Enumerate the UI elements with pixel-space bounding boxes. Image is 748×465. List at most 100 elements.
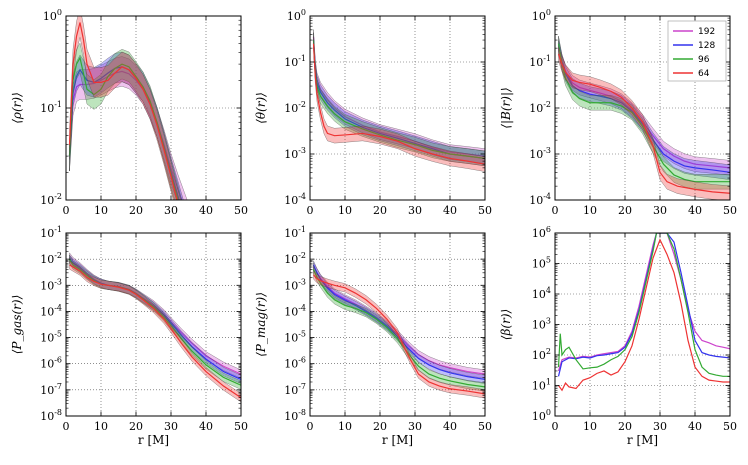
band-64 [69, 16, 181, 200]
x-tick-label: 20 [129, 420, 143, 433]
x-tick-label: 20 [618, 204, 632, 217]
y-tick-label: 10-2 [40, 251, 62, 266]
x-tick-label: 10 [338, 204, 352, 217]
y-tick-base: 10 [284, 384, 298, 397]
y-tick-exponent: 3 [546, 317, 551, 326]
series-line-128 [557, 233, 730, 377]
y-tick-base: 10 [284, 358, 298, 371]
series-line-64 [69, 264, 241, 399]
series-line-128 [312, 264, 485, 381]
y-tick-base: 10 [284, 410, 298, 423]
x-tick-label: 0 [63, 420, 70, 433]
y-tick-base: 10 [532, 380, 546, 393]
y-tick-label: 100 [43, 8, 62, 23]
y-tick-exponent: -2 [543, 100, 551, 109]
x-tick-label: 20 [618, 420, 632, 433]
y-tick-exponent: -5 [54, 330, 62, 339]
series-line-192 [557, 48, 730, 169]
x-tick-label: 20 [373, 420, 387, 433]
y-axis-label: ⟨θ(r)⟩ [254, 92, 268, 124]
x-tick-label: 0 [307, 420, 314, 433]
y-tick-base: 10 [284, 253, 298, 266]
minor-ticks [555, 234, 730, 408]
y-tick-label: 10-4 [40, 303, 62, 318]
x-tick-label: 30 [653, 204, 667, 217]
series-line-64 [557, 53, 730, 194]
y-tick-exponent: -1 [54, 225, 62, 234]
series-line-96 [557, 43, 730, 183]
series-line-64 [312, 43, 485, 165]
x-tick-label: 50 [478, 204, 492, 217]
series-line-96 [557, 233, 730, 377]
x-tick-label: 40 [443, 204, 457, 217]
x-axis-label: r [M] [382, 433, 413, 447]
y-tick-exponent: -2 [54, 192, 62, 201]
band-96 [558, 36, 730, 190]
y-tick-base: 10 [40, 410, 54, 423]
minor-ticks [66, 233, 241, 409]
x-tick-label: 50 [478, 420, 492, 433]
band-64 [558, 46, 730, 200]
x-tick-label: 0 [307, 204, 314, 217]
x-tick-label: 10 [583, 204, 597, 217]
y-tick-exponent: -2 [298, 100, 306, 109]
x-tick-label: 50 [234, 420, 248, 433]
y-axis-label: ⟨β(r)⟩ [499, 309, 513, 340]
legend-label-96: 96 [698, 55, 710, 65]
y-tick-exponent: -3 [54, 277, 62, 286]
y-tick-base: 10 [532, 319, 546, 332]
y-tick-exponent: -4 [298, 192, 306, 201]
y-tick-label: 10-5 [40, 330, 62, 345]
y-tick-label: 10-3 [284, 146, 306, 161]
y-tick-label: 101 [532, 378, 551, 393]
x-tick-label: 40 [688, 204, 702, 217]
y-tick-base: 10 [284, 148, 298, 161]
x-axis-label: r [M] [627, 433, 658, 447]
x-tick-label: 40 [443, 420, 457, 433]
band-64 [69, 260, 241, 403]
y-tick-base: 10 [529, 148, 543, 161]
panel-Pgas: 10-810-710-610-510-410-310-210-10 10 20 30 4… [10, 225, 248, 447]
series-line-192 [68, 70, 183, 200]
y-tick-label: 10-3 [529, 146, 551, 161]
y-tick-base: 10 [529, 102, 543, 115]
minor-ticks [555, 17, 730, 187]
band-192 [69, 252, 241, 379]
y-tick-exponent: -4 [543, 192, 551, 201]
grid [66, 233, 241, 416]
band-192 [558, 40, 730, 176]
series-line-64 [68, 22, 178, 200]
y-tick-base: 10 [284, 102, 298, 115]
y-axis-label: ⟨P_mag(r)⟩ [254, 292, 268, 357]
y-tick-label: 10-5 [284, 330, 306, 345]
band-192 [69, 56, 188, 200]
x-tick-label: 0 [552, 420, 559, 433]
y-tick-base: 10 [284, 194, 298, 207]
x-tick-label: 10 [94, 420, 108, 433]
y-tick-exponent: -2 [54, 251, 62, 260]
y-tick-base: 10 [284, 227, 298, 240]
y-tick-exponent: -1 [54, 100, 62, 109]
y-tick-base: 10 [40, 384, 54, 397]
y-tick-base: 10 [532, 349, 546, 362]
y-tick-base: 10 [40, 279, 54, 292]
x-tick-label: 10 [94, 204, 108, 217]
y-tick-exponent: 0 [546, 408, 551, 417]
y-tick-label: 10-7 [284, 382, 306, 397]
x-tick-label: 50 [723, 204, 737, 217]
series-line-96 [312, 40, 485, 160]
x-tick-label: 10 [338, 420, 352, 433]
series-line-64 [558, 238, 730, 392]
series-line-96 [312, 269, 485, 388]
y-tick-label: 10-1 [529, 54, 551, 69]
y-tick-label: 104 [532, 286, 551, 301]
x-tick-label: 10 [583, 420, 597, 433]
minor-ticks [310, 17, 485, 187]
y-tick-base: 10 [529, 194, 543, 207]
y-tick-exponent: -4 [298, 303, 306, 312]
y-tick-base: 10 [532, 410, 546, 423]
